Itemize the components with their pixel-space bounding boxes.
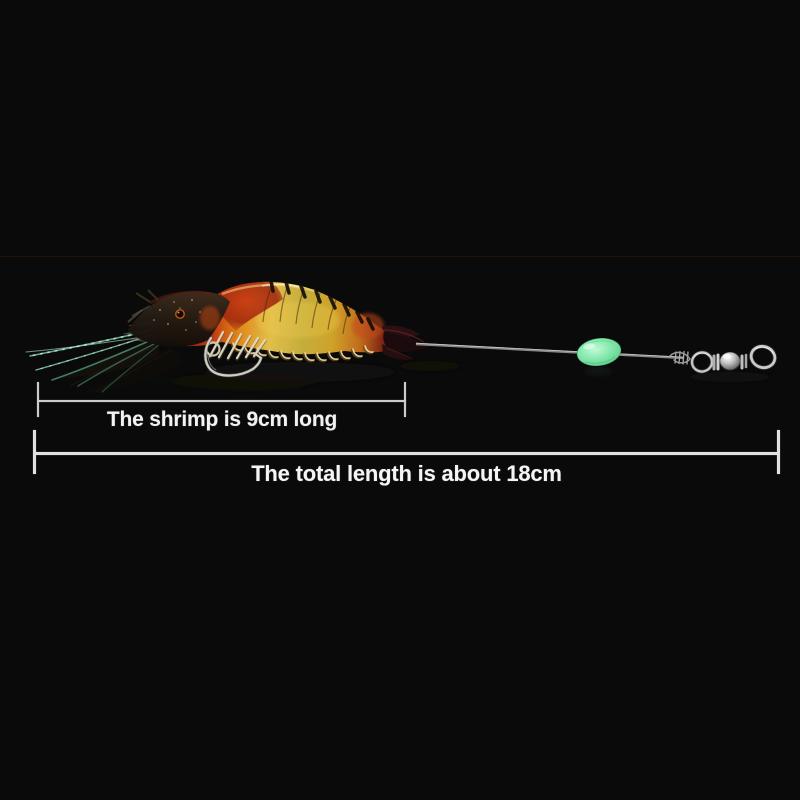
- shrimp-eye: [175, 309, 185, 319]
- hook-barb: [253, 352, 262, 359]
- swivel-ring-right: [748, 344, 778, 370]
- reflection: [79, 361, 772, 395]
- feather-skirt: [58, 340, 181, 393]
- fishing-hook: [203, 336, 263, 378]
- wire-leader: [415, 342, 685, 360]
- shrimp-length-line: [38, 400, 406, 402]
- barrel-swivel: [669, 344, 778, 374]
- total-length-label: The total length is about 18cm: [251, 461, 562, 486]
- photo-seam-line: [0, 256, 800, 257]
- swivel-barrel: [719, 351, 741, 372]
- total-length-tick-left: [33, 430, 36, 474]
- total-length-line: [34, 452, 779, 455]
- total-length-tick-right: [777, 430, 780, 474]
- shrimp-head: [128, 290, 230, 347]
- shrimp-length-label: The shrimp is 9cm long: [106, 408, 338, 431]
- luminous-bead: [576, 337, 622, 367]
- shrimp-length-tick-left: [37, 382, 39, 417]
- shrimp-length-tick-right: [404, 382, 406, 417]
- dorsal-stripes: [269, 279, 375, 331]
- swivel-ring-left: [690, 350, 714, 374]
- shrimp-tail: [382, 325, 430, 360]
